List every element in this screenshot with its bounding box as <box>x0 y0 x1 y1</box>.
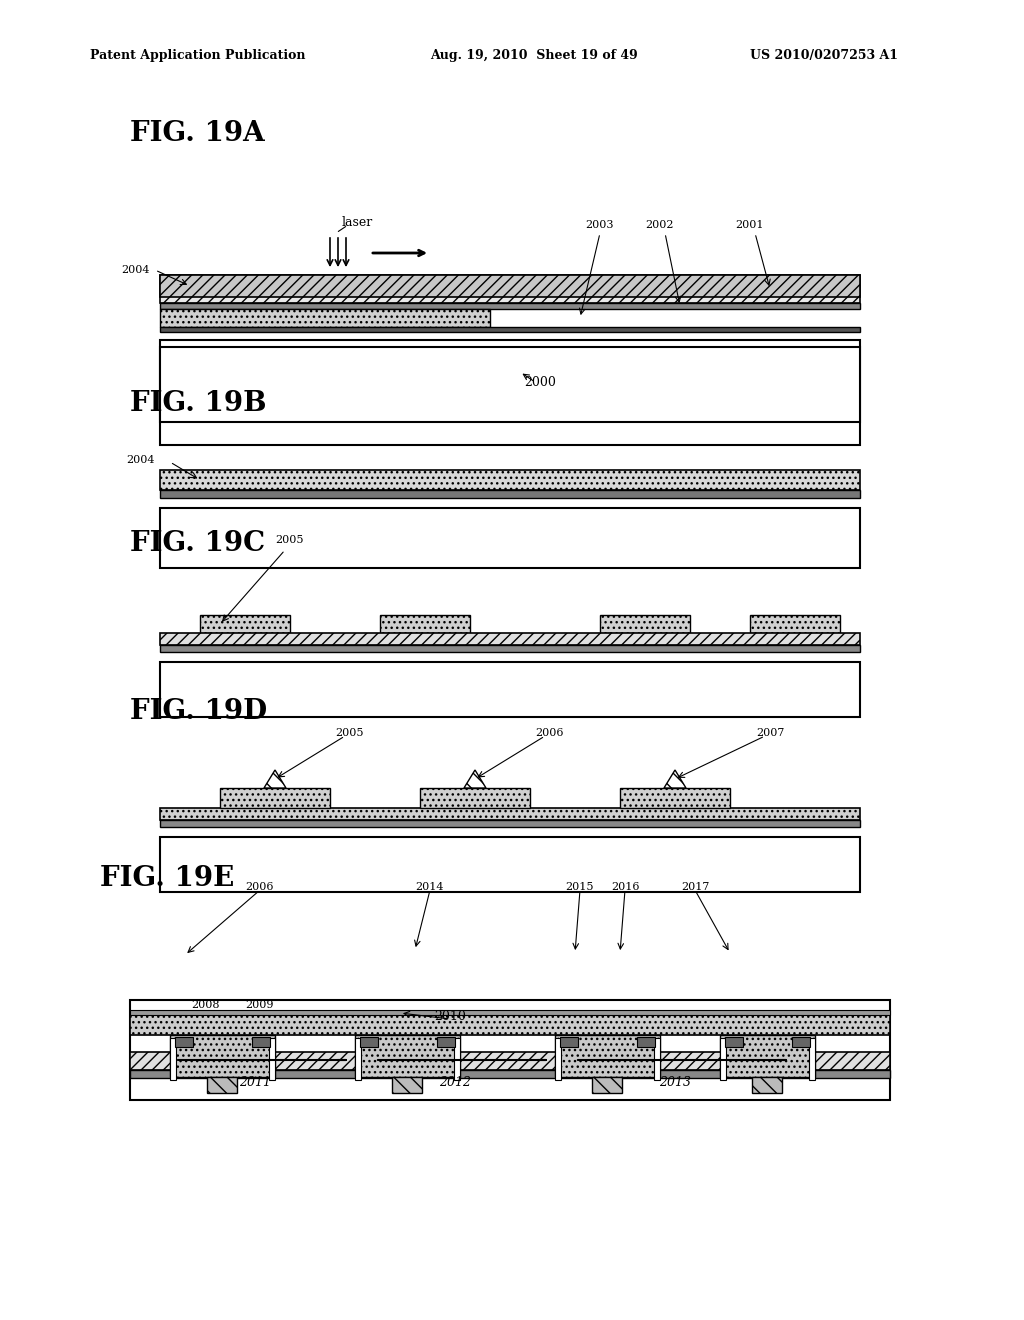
Bar <box>200 615 290 634</box>
Bar <box>752 1077 782 1093</box>
Bar <box>809 1038 815 1080</box>
Bar <box>160 304 860 309</box>
Text: 2005: 2005 <box>336 729 365 738</box>
Text: 2007: 2007 <box>756 729 784 738</box>
Bar <box>160 490 860 498</box>
Text: Patent Application Publication: Patent Application Publication <box>90 49 305 62</box>
Bar <box>392 1077 422 1093</box>
Bar <box>130 1001 890 1100</box>
Polygon shape <box>264 770 286 788</box>
Bar <box>207 1077 237 1093</box>
Text: 2006: 2006 <box>246 882 274 892</box>
Text: 2011: 2011 <box>239 1076 271 1089</box>
Text: 2006: 2006 <box>536 729 564 738</box>
Text: 2014: 2014 <box>416 882 444 892</box>
Bar <box>750 615 840 634</box>
Text: FIG. 19B: FIG. 19B <box>130 389 266 417</box>
Text: US 2010/0207253 A1: US 2010/0207253 A1 <box>750 49 898 62</box>
Bar <box>355 1038 361 1080</box>
Text: 2004: 2004 <box>122 265 150 275</box>
Text: 2004: 2004 <box>127 455 155 465</box>
Text: 2000: 2000 <box>524 375 556 388</box>
Bar <box>160 820 860 828</box>
Bar <box>160 341 860 445</box>
Bar <box>600 615 690 634</box>
Bar <box>160 634 860 645</box>
Bar <box>454 1038 460 1080</box>
Bar <box>437 1038 455 1047</box>
Text: 2008: 2008 <box>190 1001 219 1010</box>
Text: 2010: 2010 <box>434 1011 466 1023</box>
Polygon shape <box>664 770 686 788</box>
Bar <box>725 1038 743 1047</box>
Bar <box>620 788 730 808</box>
Text: 2012: 2012 <box>439 1076 471 1089</box>
Text: laser: laser <box>342 216 374 230</box>
Bar <box>175 1038 193 1047</box>
Bar <box>160 470 860 490</box>
Bar <box>170 1038 176 1080</box>
Bar <box>420 788 530 808</box>
Text: FIG. 19E: FIG. 19E <box>100 865 234 892</box>
Bar <box>560 1038 578 1047</box>
Bar <box>160 327 860 333</box>
Text: FIG. 19C: FIG. 19C <box>130 531 265 557</box>
Bar <box>654 1038 660 1080</box>
Text: 2013: 2013 <box>659 1076 691 1089</box>
Bar <box>160 663 860 717</box>
Bar <box>720 1038 726 1080</box>
Bar <box>160 275 860 297</box>
Bar <box>792 1038 810 1047</box>
Bar <box>160 808 860 820</box>
Text: FIG. 19D: FIG. 19D <box>130 698 267 725</box>
Text: FIG. 19A: FIG. 19A <box>130 120 265 147</box>
Bar <box>130 1012 890 1035</box>
Bar <box>160 347 860 422</box>
Text: 2002: 2002 <box>646 220 674 230</box>
Bar <box>130 1052 890 1071</box>
Bar <box>160 508 860 568</box>
Bar <box>252 1038 270 1047</box>
Text: 2001: 2001 <box>736 220 764 230</box>
Polygon shape <box>464 770 486 788</box>
Bar <box>160 309 490 327</box>
Bar <box>160 645 860 652</box>
Bar <box>130 1071 890 1078</box>
Bar <box>220 788 330 808</box>
Bar <box>130 1010 890 1015</box>
Bar <box>360 1038 378 1047</box>
Bar <box>269 1038 275 1080</box>
Bar <box>592 1077 622 1093</box>
Bar <box>555 1035 660 1077</box>
Bar <box>720 1035 815 1077</box>
Bar <box>160 275 860 304</box>
Bar <box>380 615 470 634</box>
Text: 2017: 2017 <box>681 882 710 892</box>
Bar <box>170 1035 275 1077</box>
Text: 2016: 2016 <box>610 882 639 892</box>
Text: Aug. 19, 2010  Sheet 19 of 49: Aug. 19, 2010 Sheet 19 of 49 <box>430 49 638 62</box>
Bar <box>637 1038 655 1047</box>
Bar <box>160 837 860 892</box>
Bar <box>555 1038 561 1080</box>
Text: 2005: 2005 <box>275 535 303 545</box>
Text: 2003: 2003 <box>586 220 614 230</box>
Bar <box>355 1035 460 1077</box>
Text: 2015: 2015 <box>565 882 594 892</box>
Text: 2009: 2009 <box>246 1001 274 1010</box>
